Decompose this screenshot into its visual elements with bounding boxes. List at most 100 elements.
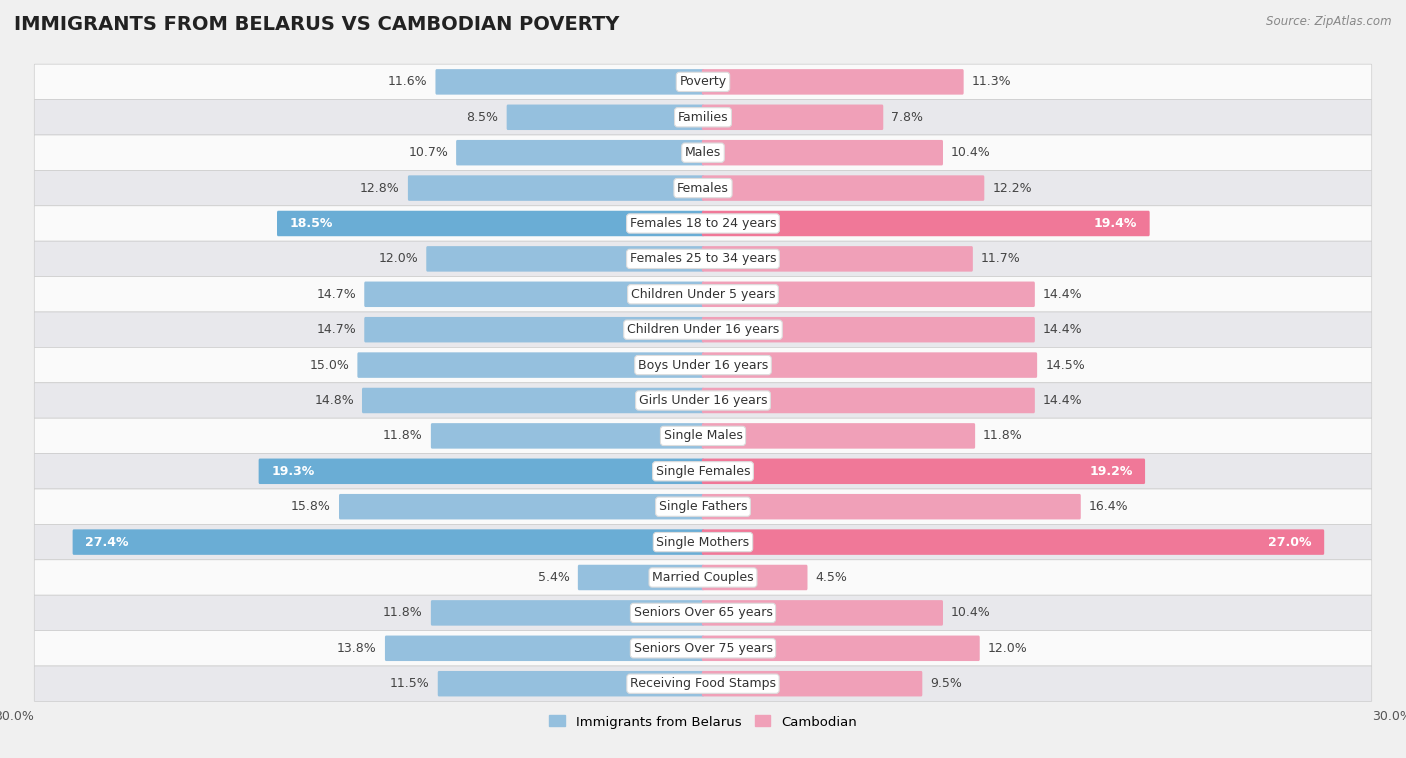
- Text: 13.8%: 13.8%: [337, 642, 377, 655]
- FancyBboxPatch shape: [430, 423, 704, 449]
- Text: 14.7%: 14.7%: [316, 288, 356, 301]
- Text: Females: Females: [678, 182, 728, 195]
- Text: Males: Males: [685, 146, 721, 159]
- FancyBboxPatch shape: [34, 489, 1372, 525]
- FancyBboxPatch shape: [364, 317, 704, 343]
- FancyBboxPatch shape: [34, 99, 1372, 135]
- FancyBboxPatch shape: [364, 281, 704, 307]
- Text: Boys Under 16 years: Boys Under 16 years: [638, 359, 768, 371]
- FancyBboxPatch shape: [578, 565, 704, 590]
- FancyBboxPatch shape: [426, 246, 704, 271]
- FancyBboxPatch shape: [34, 383, 1372, 418]
- FancyBboxPatch shape: [277, 211, 704, 236]
- Text: Single Females: Single Females: [655, 465, 751, 478]
- Text: 11.8%: 11.8%: [382, 606, 423, 619]
- Text: 16.4%: 16.4%: [1088, 500, 1129, 513]
- Text: Source: ZipAtlas.com: Source: ZipAtlas.com: [1267, 15, 1392, 28]
- FancyBboxPatch shape: [456, 140, 704, 165]
- FancyBboxPatch shape: [34, 135, 1372, 171]
- FancyBboxPatch shape: [34, 631, 1372, 666]
- Text: Married Couples: Married Couples: [652, 571, 754, 584]
- FancyBboxPatch shape: [702, 600, 943, 625]
- Text: 14.4%: 14.4%: [1043, 394, 1083, 407]
- FancyBboxPatch shape: [702, 105, 883, 130]
- FancyBboxPatch shape: [34, 453, 1372, 489]
- Text: 14.4%: 14.4%: [1043, 323, 1083, 337]
- Text: 14.7%: 14.7%: [316, 323, 356, 337]
- Text: 19.3%: 19.3%: [271, 465, 315, 478]
- Text: Children Under 5 years: Children Under 5 years: [631, 288, 775, 301]
- Text: Single Males: Single Males: [664, 429, 742, 443]
- Text: 7.8%: 7.8%: [891, 111, 924, 124]
- Text: 11.3%: 11.3%: [972, 75, 1011, 89]
- FancyBboxPatch shape: [437, 671, 704, 697]
- FancyBboxPatch shape: [702, 635, 980, 661]
- FancyBboxPatch shape: [34, 560, 1372, 595]
- FancyBboxPatch shape: [34, 595, 1372, 631]
- Text: 19.2%: 19.2%: [1090, 465, 1132, 478]
- FancyBboxPatch shape: [702, 175, 984, 201]
- FancyBboxPatch shape: [259, 459, 704, 484]
- FancyBboxPatch shape: [702, 317, 1035, 343]
- FancyBboxPatch shape: [702, 211, 1150, 236]
- FancyBboxPatch shape: [430, 600, 704, 625]
- FancyBboxPatch shape: [34, 525, 1372, 560]
- Text: 10.4%: 10.4%: [950, 606, 991, 619]
- FancyBboxPatch shape: [34, 347, 1372, 383]
- FancyBboxPatch shape: [339, 494, 704, 519]
- FancyBboxPatch shape: [34, 666, 1372, 701]
- Text: Single Mothers: Single Mothers: [657, 536, 749, 549]
- Text: 14.4%: 14.4%: [1043, 288, 1083, 301]
- FancyBboxPatch shape: [73, 529, 704, 555]
- Text: 11.5%: 11.5%: [389, 677, 430, 691]
- Text: Females 18 to 24 years: Females 18 to 24 years: [630, 217, 776, 230]
- FancyBboxPatch shape: [702, 494, 1081, 519]
- FancyBboxPatch shape: [357, 352, 704, 377]
- FancyBboxPatch shape: [34, 205, 1372, 241]
- Text: 12.8%: 12.8%: [360, 182, 399, 195]
- Text: IMMIGRANTS FROM BELARUS VS CAMBODIAN POVERTY: IMMIGRANTS FROM BELARUS VS CAMBODIAN POV…: [14, 15, 620, 34]
- Text: 10.4%: 10.4%: [950, 146, 991, 159]
- FancyBboxPatch shape: [34, 277, 1372, 312]
- Text: Girls Under 16 years: Girls Under 16 years: [638, 394, 768, 407]
- FancyBboxPatch shape: [34, 64, 1372, 99]
- Text: 11.6%: 11.6%: [388, 75, 427, 89]
- FancyBboxPatch shape: [34, 241, 1372, 277]
- FancyBboxPatch shape: [702, 459, 1144, 484]
- Text: 12.2%: 12.2%: [993, 182, 1032, 195]
- Text: Females 25 to 34 years: Females 25 to 34 years: [630, 252, 776, 265]
- Text: 11.8%: 11.8%: [382, 429, 423, 443]
- FancyBboxPatch shape: [408, 175, 704, 201]
- FancyBboxPatch shape: [702, 529, 1324, 555]
- Text: 5.4%: 5.4%: [538, 571, 569, 584]
- FancyBboxPatch shape: [702, 140, 943, 165]
- FancyBboxPatch shape: [702, 565, 807, 590]
- Text: Receiving Food Stamps: Receiving Food Stamps: [630, 677, 776, 691]
- Text: 10.7%: 10.7%: [408, 146, 449, 159]
- Text: 27.0%: 27.0%: [1268, 536, 1312, 549]
- Text: Children Under 16 years: Children Under 16 years: [627, 323, 779, 337]
- Text: Seniors Over 65 years: Seniors Over 65 years: [634, 606, 772, 619]
- Text: Poverty: Poverty: [679, 75, 727, 89]
- FancyBboxPatch shape: [361, 388, 704, 413]
- FancyBboxPatch shape: [385, 635, 704, 661]
- Text: 12.0%: 12.0%: [378, 252, 418, 265]
- Text: 18.5%: 18.5%: [290, 217, 333, 230]
- FancyBboxPatch shape: [702, 388, 1035, 413]
- Text: 11.8%: 11.8%: [983, 429, 1024, 443]
- FancyBboxPatch shape: [436, 69, 704, 95]
- FancyBboxPatch shape: [702, 671, 922, 697]
- Text: 27.4%: 27.4%: [86, 536, 129, 549]
- Text: 8.5%: 8.5%: [467, 111, 499, 124]
- Text: 14.8%: 14.8%: [314, 394, 354, 407]
- Text: 12.0%: 12.0%: [988, 642, 1028, 655]
- Text: 15.0%: 15.0%: [309, 359, 349, 371]
- FancyBboxPatch shape: [702, 281, 1035, 307]
- Text: 15.8%: 15.8%: [291, 500, 330, 513]
- Text: 4.5%: 4.5%: [815, 571, 848, 584]
- Text: Single Fathers: Single Fathers: [659, 500, 747, 513]
- Text: 11.7%: 11.7%: [981, 252, 1021, 265]
- FancyBboxPatch shape: [34, 418, 1372, 453]
- FancyBboxPatch shape: [34, 312, 1372, 347]
- FancyBboxPatch shape: [702, 246, 973, 271]
